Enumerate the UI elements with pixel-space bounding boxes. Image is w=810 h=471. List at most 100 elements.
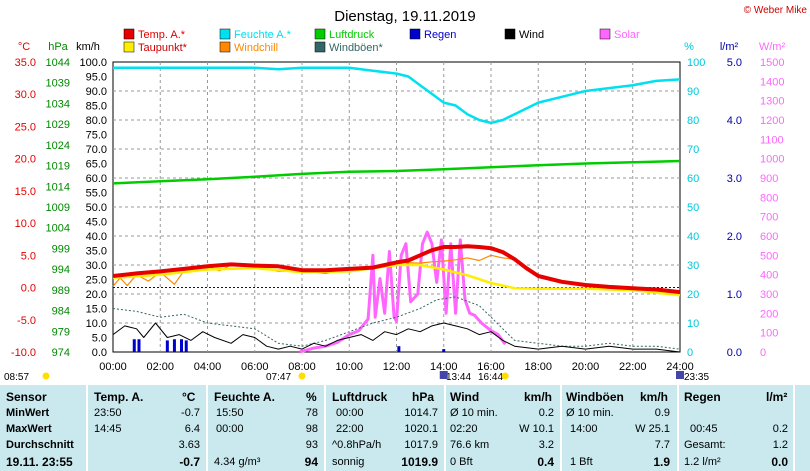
solar-tick-label: 700 (760, 212, 778, 224)
press-tick-label: 994 (52, 264, 70, 276)
temp-unit: °C (182, 390, 196, 404)
moon-marker-icon (676, 371, 684, 379)
x-tick-label: 04:00 (194, 361, 222, 373)
wind-tick-label: 85.0 (86, 101, 107, 113)
rain-axis-unit: l/m² (720, 41, 739, 53)
wind-min-label: Ø 10 min. (450, 407, 498, 419)
row-label-sensor: Sensor (6, 390, 47, 404)
temp-tick-label: 20.0 (15, 154, 36, 166)
gust-min: 0.9 (654, 407, 670, 419)
temp-tick-label: 30.0 (15, 89, 36, 101)
temp-tick-label: 25.0 (15, 121, 36, 133)
rain-bar (137, 339, 141, 352)
temp-tick-label: 5.0 (21, 250, 36, 262)
wind-distance: 76.6 km (450, 439, 490, 451)
rain-tick-label: 5.0 (727, 57, 742, 69)
hum-title: Feuchte A. (214, 390, 275, 404)
row-label-current: 19.11. 23:55 (6, 455, 73, 469)
legend-label: Windböen* (329, 42, 384, 54)
solar-axis-unit: W/m² (759, 41, 786, 53)
wind-tick-label: 75.0 (86, 130, 107, 142)
legend-label: Solar (614, 29, 640, 41)
wind-tick-label: 50.0 (86, 202, 107, 214)
press-tick-label: 1019 (46, 161, 70, 173)
press-tick-label: 1039 (46, 78, 70, 90)
solar-tick-label: 1000 (760, 154, 784, 166)
wind-tick-label: 20.0 (86, 289, 107, 301)
rain-current: 0.0 (771, 455, 788, 469)
legend-swatch (123, 28, 135, 40)
press-tick-label: 979 (52, 326, 70, 338)
legend-swatch (219, 41, 231, 53)
x-tick-label: 14:00 (430, 361, 458, 373)
press-tick-label: 1004 (46, 223, 70, 235)
rain-title: Regen (684, 390, 721, 404)
hum-abs: 4.34 g/m³ (214, 456, 261, 468)
wind-line (112, 322, 681, 353)
x-tick-label: 10:00 (335, 361, 363, 373)
hum-tick-label: 80 (687, 115, 699, 127)
press-tick-label: 989 (52, 285, 70, 297)
temp-tick-label: -5.0 (17, 315, 36, 327)
wind-tick-label: 55.0 (86, 188, 107, 200)
press-trend: ^0.8hPa/h (332, 439, 382, 451)
press-current: 1019.9 (401, 455, 438, 469)
wind-axis-unit: km/h (76, 41, 100, 53)
hum-tick-label: 30 (687, 260, 699, 272)
row-label-avg: Durchschnitt (6, 439, 74, 451)
gust-title: Windböen (566, 390, 624, 404)
solar-tick-label: 900 (760, 173, 778, 185)
hum-unit: % (306, 390, 317, 404)
press-tick-label: 1014 (46, 181, 70, 193)
weather-chart: Dienstag, 19.11.2019 © Weber Mike Temp. … (4, 5, 808, 383)
wind-min: 0.2 (538, 407, 554, 419)
press-min-time: 00:00 (336, 407, 364, 419)
press-tick-label: 1044 (46, 57, 70, 69)
hum-tick-label: 20 (687, 289, 699, 301)
rain-bar (397, 346, 401, 352)
luftdruck-line (112, 159, 681, 185)
temp-max-time: 14:45 (94, 423, 122, 435)
x-tick-label: 06:00 (241, 361, 269, 373)
press-tick-label: 984 (52, 306, 70, 318)
gust-current: 1.9 (653, 455, 670, 469)
temp-max: 6.4 (184, 423, 200, 435)
solar-tick-label: 100 (760, 328, 778, 340)
rain-day: 1.2 l/m² (684, 456, 721, 468)
wind-tick-label: 70.0 (86, 144, 107, 156)
legend-swatch (123, 41, 135, 53)
wind-tick-label: 90.0 (86, 86, 107, 98)
row-label-min: MinWert (6, 407, 50, 419)
press-unit: hPa (412, 390, 435, 404)
x-tick-label: 02:00 (146, 361, 174, 373)
sunset-marker-icon (501, 372, 509, 380)
temp-a-line (112, 244, 681, 295)
rain-bar (132, 339, 136, 352)
rain-total-label: Gesamt: (684, 439, 726, 451)
moon-marker-time: 13:44 (446, 372, 471, 383)
wind-avg: 3.2 (538, 439, 554, 451)
row-label-max: MaxWert (6, 423, 52, 435)
legend-label: Feuchte A.* (234, 29, 292, 41)
wind-max-time: 02:20 (450, 423, 478, 435)
feuchte-a-line (113, 66, 681, 125)
wind-bft: 0 Bft (450, 456, 473, 468)
rain-bar (172, 339, 176, 352)
hum-min: 78 (305, 407, 318, 419)
hum-tick-label: 70 (687, 144, 699, 156)
legend-swatch (504, 28, 516, 40)
solar-tick-label: 200 (760, 308, 778, 320)
wind-tick-label: 25.0 (86, 275, 107, 287)
solar-tick-label: 400 (760, 270, 778, 282)
hum-tick-label: 0 (687, 347, 693, 359)
temp-tick-label: 0.0 (21, 283, 36, 295)
axis-units: °C hPa km/h% l/m² W/m² (18, 41, 786, 53)
wind-max: W 10.1 (519, 423, 554, 435)
hum-tick-label: 50 (687, 202, 699, 214)
temp-min: -0.7 (181, 407, 200, 419)
wind-tick-label: 30.0 (86, 260, 107, 272)
rain-total: 1.2 (772, 439, 788, 451)
gust-max-time: 14:00 (570, 423, 598, 435)
sunrise-marker-time: 07:47 (266, 372, 291, 383)
credit-text: © Weber Mike (744, 5, 808, 16)
